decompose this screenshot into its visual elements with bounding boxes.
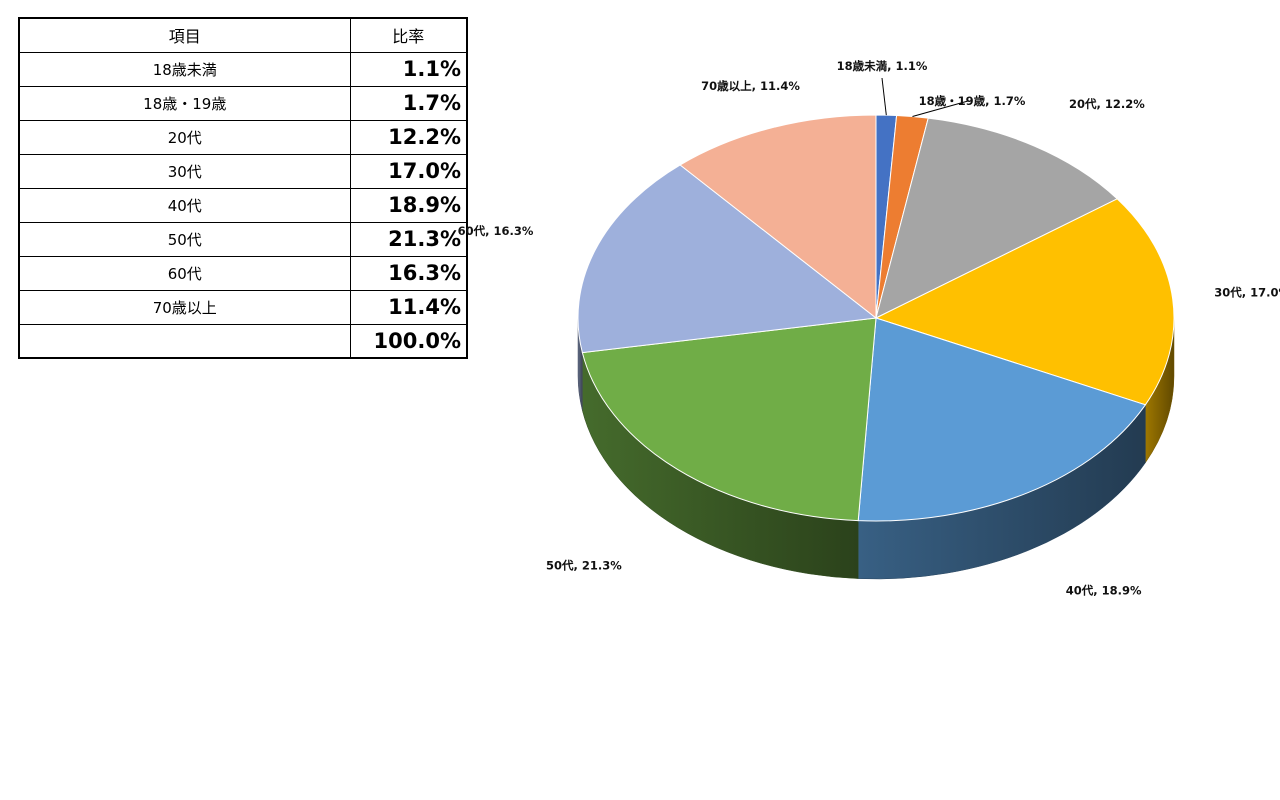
row-label: 70歳以上 [18,289,351,325]
data-table: 項目 比率 18歳未満 1.1% 18歳・19歳 1.7% 20代 12.2% … [18,17,468,359]
pie-top [577,114,1175,522]
data-label-3: 30代, 17.0% [1214,286,1280,300]
row-value: 1.1% [349,51,468,87]
table-row: 20代 12.2% [18,119,468,155]
row-label: 30代 [18,153,351,189]
table-header-row: 項目 比率 [18,17,468,53]
header-ratio: 比率 [349,17,468,53]
data-label-1: 18歳・19歳, 1.7% [919,94,1026,108]
row-value: 21.3% [349,221,468,257]
pie-labels: 18歳未満, 1.1% 18歳・19歳, 1.7% 20代, 12.2% 30代, 1… [458,59,1280,597]
pie-slice-2 [875,117,1119,319]
row-value: 12.2% [349,119,468,155]
row-value: 1.7% [349,85,468,121]
pie-slice-7 [679,114,877,320]
row-value: 18.9% [349,187,468,223]
leader-line-1 [912,100,969,118]
table-total-row: 100.0% [18,323,468,359]
row-value: 16.3% [349,255,468,291]
header-item: 項目 [18,17,351,53]
total-value: 100.0% [349,323,468,359]
row-value: 17.0% [349,153,468,189]
pie-slice-5 [581,317,877,522]
table-row: 30代 17.0% [18,153,468,189]
table-row: 40代 18.9% [18,187,468,223]
data-label-0: 18歳未満, 1.1% [837,59,928,73]
table-row: 60代 16.3% [18,255,468,291]
leader-line-0 [881,77,887,116]
pie-leaders [881,77,969,118]
table-row: 70歳以上 11.4% [18,289,468,325]
pie-slice-6 [577,164,878,354]
data-label-4: 40代, 18.9% [1066,583,1142,597]
row-label: 60代 [18,255,351,291]
data-label-6: 60代, 16.3% [458,224,534,238]
pie-slice-4 [857,317,1147,522]
data-label-7: 70歳以上, 11.4% [701,79,800,93]
table-row: 50代 21.3% [18,221,468,257]
data-label-5: 50代, 21.3% [546,559,622,573]
pie-slice-3 [874,198,1175,406]
data-label-2: 20代, 12.2% [1069,97,1145,111]
row-label: 50代 [18,221,351,257]
row-value: 11.4% [349,289,468,325]
